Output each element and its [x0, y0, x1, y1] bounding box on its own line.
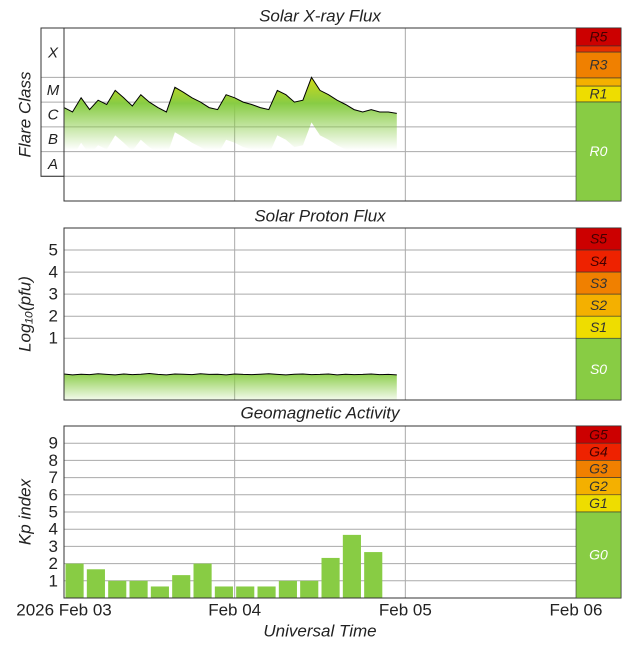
scale-label: G0	[589, 547, 608, 563]
y-tick-label: 4	[49, 263, 58, 282]
y-tick-label: B	[48, 131, 58, 148]
x-axis-label: Universal Time	[263, 621, 376, 640]
scale-label: R0	[590, 143, 608, 159]
y-tick-label: 1	[49, 571, 58, 590]
plot-area	[64, 228, 576, 400]
scale-label: S0	[590, 361, 607, 377]
x-tick-label: Feb 05	[379, 600, 432, 619]
scale-label: R1	[590, 86, 608, 102]
y-tick-label: 9	[49, 434, 58, 453]
scale-label: S3	[590, 275, 607, 291]
scale-label: S2	[590, 297, 607, 313]
panel-title: Solar Proton Flux	[254, 206, 386, 225]
y-tick-label: 5	[49, 241, 58, 260]
y-axis-label: Flare Class	[15, 71, 34, 157]
y-tick-label: C	[48, 106, 59, 123]
scale-label: G1	[589, 495, 608, 511]
y-tick-label: M	[47, 82, 60, 99]
scale-band	[575, 101, 622, 202]
y-axis-label: Log₁₀(pfu)	[15, 276, 34, 352]
kp-bar	[257, 586, 276, 598]
scale-band	[575, 45, 622, 53]
y-tick-label: 3	[49, 537, 58, 556]
kp-bar	[65, 563, 84, 598]
scale-label: G5	[589, 426, 608, 442]
kp-bar	[172, 575, 191, 598]
y-tick-label: 2	[49, 307, 58, 326]
kp-bar	[193, 563, 212, 598]
y-tick-label: 2	[49, 554, 58, 573]
scale-band	[575, 511, 622, 599]
scale-band	[575, 337, 622, 401]
kp-bar	[321, 557, 340, 598]
flux-line	[63, 372, 397, 376]
scale-band	[575, 77, 622, 87]
y-tick-label: X	[47, 45, 59, 62]
flux-fill	[64, 77, 397, 159]
y-tick-label: 8	[49, 451, 58, 470]
scale-label: G4	[589, 444, 608, 460]
y-tick-label: 1	[49, 329, 58, 348]
x-tick-label: Feb 06	[550, 600, 603, 619]
scale-label: S4	[590, 253, 607, 269]
scale-label: R3	[590, 57, 608, 73]
kp-bar	[150, 586, 169, 598]
kp-bar	[342, 534, 361, 598]
kp-bar	[86, 569, 105, 598]
flux-line	[63, 76, 397, 114]
flux-fill	[64, 373, 397, 400]
panel-title: Solar X-ray Flux	[259, 6, 381, 25]
scale-label: S1	[590, 319, 607, 335]
kp-bar	[214, 586, 233, 598]
y-tick-label: 5	[49, 502, 58, 521]
y-tick-label: 4	[49, 520, 58, 539]
y-tick-label: 6	[49, 485, 58, 504]
y-tick-label: A	[47, 156, 58, 173]
scale-label: R5	[590, 29, 608, 45]
x-tick-label: 2026 Feb 03	[16, 600, 111, 619]
scale-label: S5	[590, 231, 607, 247]
kp-bar	[108, 580, 127, 598]
x-tick-label: Feb 04	[208, 600, 261, 619]
kp-bar	[278, 580, 297, 598]
panel-title: Geomagnetic Activity	[240, 403, 401, 422]
kp-bar	[129, 580, 148, 598]
kp-bar	[236, 586, 255, 598]
kp-bar	[300, 580, 319, 598]
scale-label: G3	[589, 461, 608, 477]
y-tick-label: 3	[49, 285, 58, 304]
y-axis-label: Kp index	[15, 478, 34, 545]
y-tick-label: 7	[49, 468, 58, 487]
kp-bar	[364, 552, 383, 598]
scale-label: G2	[589, 478, 608, 494]
